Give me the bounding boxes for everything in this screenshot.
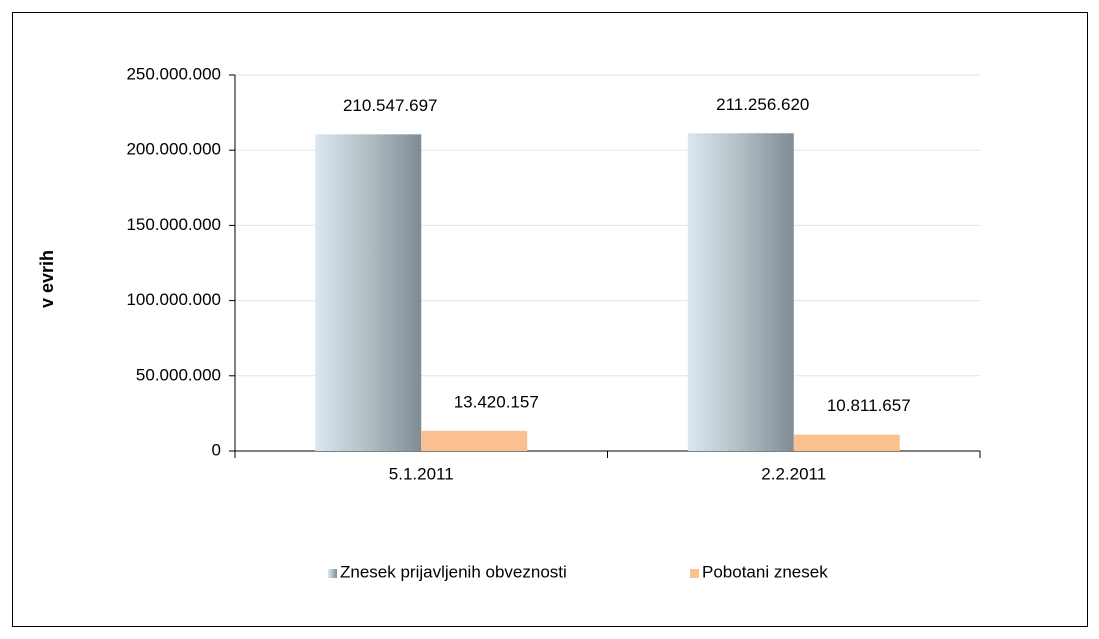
x-tick-label: 2.2.2011	[761, 464, 826, 483]
x-tick-label: 5.1.2011	[389, 464, 454, 483]
y-tick-label: 50.000.000	[136, 365, 221, 384]
bar	[687, 133, 794, 451]
value-label: 13.420.157	[454, 392, 539, 411]
y-tick-label: 150.000.000	[126, 215, 221, 234]
value-label: 210.547.697	[343, 96, 438, 115]
legend-swatch	[328, 569, 337, 578]
legend-label: Znesek prijavljenih obveznosti	[340, 562, 567, 581]
y-tick-label: 0	[212, 440, 221, 459]
y-axis-label: v evrih	[37, 250, 57, 308]
value-label: 211.256.620	[716, 95, 809, 114]
y-tick-label: 100.000.000	[126, 290, 221, 309]
legend-swatch	[690, 569, 699, 578]
bar	[315, 134, 422, 452]
bar	[421, 430, 528, 451]
chart-frame	[12, 12, 1088, 627]
y-tick-label: 250.000.000	[126, 64, 221, 83]
y-tick-label: 200.000.000	[126, 140, 221, 159]
legend-label: Pobotani znesek	[702, 562, 828, 581]
bar	[793, 434, 900, 451]
value-label: 10.811.657	[827, 396, 911, 415]
